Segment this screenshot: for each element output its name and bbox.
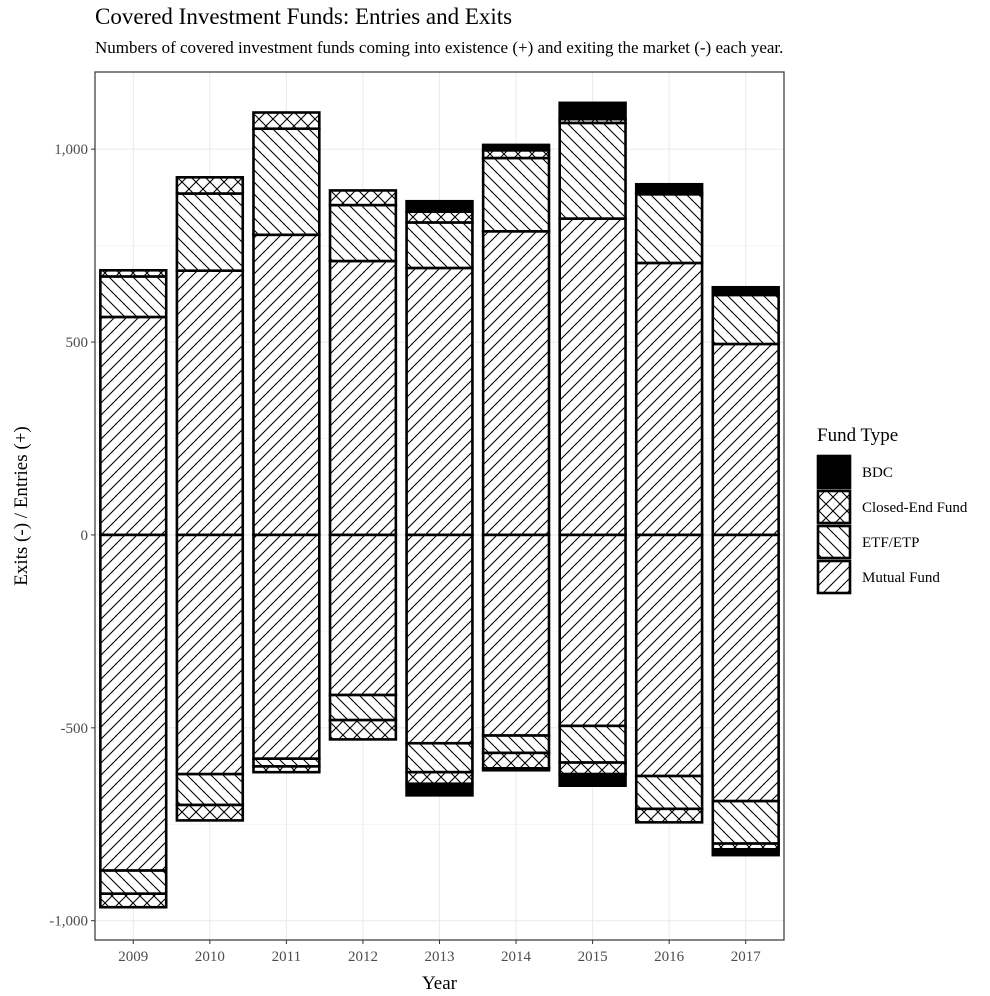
bar-closed-end-fund-exits-2011 xyxy=(252,765,321,774)
y-tick-label: 500 xyxy=(66,335,89,351)
y-tick-label: 0 xyxy=(81,528,89,544)
bar-bdc-exits-2015 xyxy=(558,772,627,787)
y-tick-label: 1,000 xyxy=(54,142,88,158)
bar-closed-end-fund-exits-2009 xyxy=(99,892,168,909)
bar-mutual-fund-exits-2009 xyxy=(99,533,168,872)
legend-key-closed-end-fund xyxy=(816,489,852,525)
bar-etf-etp-exits-2014 xyxy=(481,734,551,755)
bar-bdc-entries-2013 xyxy=(405,199,474,213)
legend-key-mutual-fund xyxy=(816,559,852,595)
bar-bdc-entries-2016 xyxy=(634,182,704,194)
bar-etf-etp-exits-2015 xyxy=(558,724,627,764)
bar-etf-etp-entries-2015 xyxy=(558,121,627,220)
bar-mutual-fund-exits-2017 xyxy=(711,533,780,803)
bar-closed-end-fund-entries-2013 xyxy=(405,210,474,224)
bar-mutual-fund-exits-2010 xyxy=(175,533,245,776)
plot-panel: -1,000 -500 0 500 1,000 2009 2010 2011 2012 2013 2… xyxy=(11,71,785,994)
bar-mutual-fund-entries-2014 xyxy=(481,230,551,537)
bar-etf-etp-entries-2009 xyxy=(99,275,168,319)
x-tick-label: 2011 xyxy=(272,949,301,965)
bar-closed-end-fund-entries-2010 xyxy=(175,176,245,195)
x-tick-label: 2010 xyxy=(195,949,225,965)
bar-mutual-fund-exits-2013 xyxy=(405,533,474,745)
bar-closed-end-fund-exits-2016 xyxy=(634,807,704,824)
bar-closed-end-fund-exits-2015 xyxy=(558,761,627,776)
bar-bdc-exits-2017 xyxy=(711,848,780,857)
legend-label: BDC xyxy=(862,465,893,481)
bar-bdc-entries-2014 xyxy=(481,143,551,152)
legend-label: Closed-End Fund xyxy=(862,500,968,516)
bar-mutual-fund-entries-2012 xyxy=(328,259,398,537)
bar-etf-etp-entries-2012 xyxy=(328,203,398,263)
bar-etf-etp-entries-2011 xyxy=(252,127,321,237)
bar-mutual-fund-entries-2016 xyxy=(634,261,704,537)
legend: Fund Type BDC Closed-End Fund ETF/ETP Mutual… xyxy=(816,425,968,595)
bar-mutual-fund-entries-2009 xyxy=(99,315,168,537)
bar-bdc-entries-2015 xyxy=(558,101,627,121)
bar-closed-end-fund-entries-2012 xyxy=(328,189,398,207)
x-tick-label: 2009 xyxy=(118,949,148,965)
bar-bdc-exits-2014 xyxy=(481,767,551,772)
legend-title: Fund Type xyxy=(817,425,898,446)
bar-closed-end-fund-entries-2011 xyxy=(252,111,321,131)
x-tick-label: 2015 xyxy=(578,949,608,965)
x-axis-title: Year xyxy=(422,973,458,994)
x-tick-label: 2017 xyxy=(731,949,762,965)
bar-mutual-fund-exits-2014 xyxy=(481,533,551,737)
y-tick-label: -1,000 xyxy=(49,914,88,930)
bar-etf-etp-entries-2014 xyxy=(481,156,551,233)
bar-mutual-fund-entries-2017 xyxy=(711,342,780,537)
bar-mutual-fund-exits-2011 xyxy=(252,533,321,760)
bar-bdc-entries-2017 xyxy=(711,285,780,296)
bar-etf-etp-exits-2017 xyxy=(711,799,780,845)
x-tick-label: 2013 xyxy=(425,949,455,965)
bar-etf-etp-entries-2010 xyxy=(175,192,245,272)
bar-etf-etp-exits-2010 xyxy=(175,772,245,807)
bar-mutual-fund-exits-2012 xyxy=(328,533,398,697)
bar-closed-end-fund-exits-2012 xyxy=(328,718,398,741)
bar-bdc-exits-2013 xyxy=(405,782,474,797)
bar-mutual-fund-exits-2016 xyxy=(634,533,704,778)
bar-etf-etp-entries-2013 xyxy=(405,221,474,270)
bar-mutual-fund-entries-2015 xyxy=(558,217,627,537)
x-tick-label: 2014 xyxy=(501,949,532,965)
bar-etf-etp-entries-2016 xyxy=(634,192,704,265)
bar-mutual-fund-entries-2011 xyxy=(252,233,321,537)
bar-etf-etp-exits-2009 xyxy=(99,869,168,896)
legend-label: Mutual Fund xyxy=(862,570,940,586)
x-tick-label: 2012 xyxy=(348,949,378,965)
bar-mutual-fund-exits-2015 xyxy=(558,533,627,728)
y-axis-title: Exits (-) / Entries (+) xyxy=(11,426,32,586)
chart-subtitle: Numbers of covered investment funds comi… xyxy=(95,38,784,57)
legend-label: ETF/ETP xyxy=(862,535,920,551)
legend-key-etf-etp xyxy=(816,524,852,560)
y-tick-label: -500 xyxy=(61,721,89,737)
bar-closed-end-fund-exits-2014 xyxy=(481,751,551,770)
bar-mutual-fund-entries-2013 xyxy=(405,266,474,537)
legend-key-bdc xyxy=(816,454,852,490)
bar-etf-etp-exits-2012 xyxy=(328,693,398,722)
bar-closed-end-fund-exits-2013 xyxy=(405,770,474,786)
bar-etf-etp-exits-2013 xyxy=(405,741,474,774)
bar-closed-end-fund-exits-2010 xyxy=(175,803,245,822)
bar-etf-etp-entries-2017 xyxy=(711,293,780,346)
bar-closed-end-fund-entries-2009 xyxy=(99,268,168,278)
bar-etf-etp-exits-2016 xyxy=(634,774,704,811)
x-tick-label: 2016 xyxy=(654,949,685,965)
bar-mutual-fund-entries-2010 xyxy=(175,269,245,537)
chart-title: Covered Investment Funds: Entries and Ex… xyxy=(95,4,513,29)
